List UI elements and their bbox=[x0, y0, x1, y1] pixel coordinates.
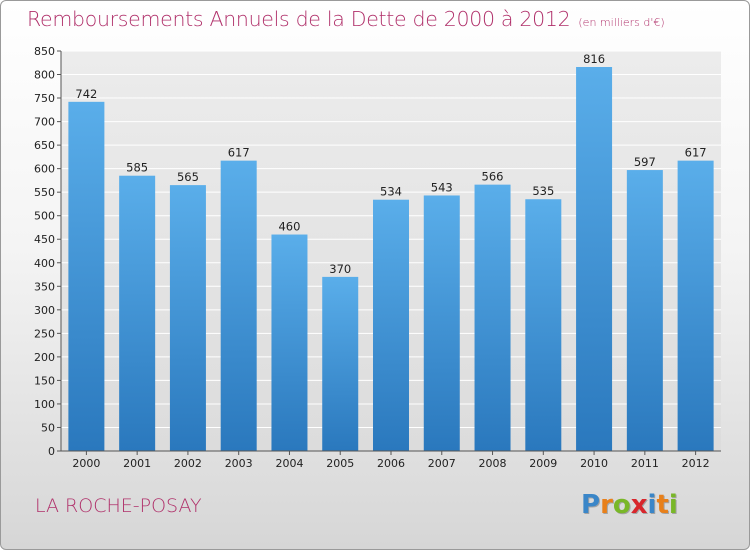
logo-letter: o bbox=[612, 490, 631, 520]
bar-2001 bbox=[119, 175, 156, 452]
x-tick-label: 2002 bbox=[174, 457, 202, 470]
x-tick-label: 2011 bbox=[631, 457, 659, 470]
proxiti-logo[interactable]: Proxiti bbox=[581, 490, 678, 520]
logo-letter: i bbox=[647, 490, 657, 520]
y-tick-label: 100 bbox=[34, 398, 55, 411]
bar-2006 bbox=[373, 199, 409, 451]
x-tick-label: 2005 bbox=[326, 457, 354, 470]
value-label-2009: 535 bbox=[532, 184, 554, 198]
value-label-2008: 566 bbox=[482, 170, 504, 184]
logo-letter: P bbox=[581, 490, 601, 520]
bar-2003 bbox=[220, 160, 257, 451]
y-tick-label: 800 bbox=[34, 69, 55, 82]
y-tick-label: 400 bbox=[34, 257, 55, 270]
logo-letter: x bbox=[630, 490, 648, 520]
bar-2010 bbox=[576, 67, 613, 451]
value-label-2000: 742 bbox=[75, 87, 97, 101]
bar-2009 bbox=[525, 199, 562, 451]
y-tick-label: 750 bbox=[34, 92, 55, 105]
y-tick-label: 850 bbox=[34, 45, 55, 58]
y-tick-label: 200 bbox=[34, 351, 55, 364]
y-tick-label: 650 bbox=[34, 139, 55, 152]
x-tick-label: 2009 bbox=[529, 457, 557, 470]
x-tick-label: 2006 bbox=[377, 457, 405, 470]
y-tick-label: 500 bbox=[34, 210, 55, 223]
x-tick-label: 2003 bbox=[225, 457, 253, 470]
x-tick-label: 2000 bbox=[72, 457, 100, 470]
bar-2005 bbox=[322, 276, 359, 451]
value-label-2001: 585 bbox=[126, 161, 148, 175]
x-axis: 2000 2001 2002 2003 2004 2005 2006 2007 2008 2009… bbox=[61, 450, 721, 470]
logo-letter: i bbox=[668, 490, 678, 520]
y-tick-label: 250 bbox=[34, 327, 55, 340]
logo-letter: r bbox=[600, 490, 613, 520]
y-tick-label: 0 bbox=[48, 445, 55, 458]
x-tick-label: 2007 bbox=[428, 457, 456, 470]
y-tick-label: 600 bbox=[34, 163, 55, 176]
x-tick-label: 2004 bbox=[275, 457, 303, 470]
logo-letter: t bbox=[656, 490, 669, 520]
value-label-2006: 534 bbox=[380, 185, 402, 199]
bar-2007 bbox=[423, 195, 460, 451]
y-tick-label: 50 bbox=[41, 421, 55, 434]
y-tick-label: 450 bbox=[34, 233, 55, 246]
value-label-2002: 565 bbox=[177, 170, 199, 184]
y-tick-label: 350 bbox=[34, 280, 55, 293]
value-label-2005: 370 bbox=[329, 262, 351, 276]
bar-2008 bbox=[474, 184, 511, 451]
value-label-2011: 597 bbox=[634, 155, 656, 169]
x-tick-label: 2010 bbox=[580, 457, 608, 470]
y-tick-label: 150 bbox=[34, 374, 55, 387]
y-tick-label: 300 bbox=[34, 304, 55, 317]
chart-title: Remboursements Annuels de la Dette de 20… bbox=[27, 7, 665, 31]
x-tick-label: 2001 bbox=[123, 457, 151, 470]
value-label-2010: 816 bbox=[583, 52, 605, 66]
commune-name: LA ROCHE-POSAY bbox=[35, 495, 202, 517]
y-axis: 0 50 100 150 200 250 300 350 400 450 500 550 600 650 7… bbox=[34, 45, 62, 458]
x-tick-label: 2012 bbox=[682, 457, 710, 470]
bars: 742 585 565 617 460 370 534 543 566 535 816 597 617 bbox=[68, 52, 714, 452]
value-label-2003: 617 bbox=[228, 146, 250, 160]
bar-2000 bbox=[68, 101, 105, 451]
value-label-2007: 543 bbox=[431, 180, 453, 194]
value-label-2004: 460 bbox=[278, 220, 300, 234]
x-tick-label: 2008 bbox=[479, 457, 507, 470]
y-tick-label: 700 bbox=[34, 116, 55, 129]
bar-2012 bbox=[677, 160, 714, 451]
value-label-2012: 617 bbox=[685, 146, 707, 160]
bar-2011 bbox=[626, 170, 663, 451]
bar-2004 bbox=[271, 234, 308, 451]
chart-subtitle: (en milliers d'€) bbox=[578, 16, 665, 29]
y-tick-label: 550 bbox=[34, 186, 55, 199]
bar-2002 bbox=[169, 185, 206, 451]
